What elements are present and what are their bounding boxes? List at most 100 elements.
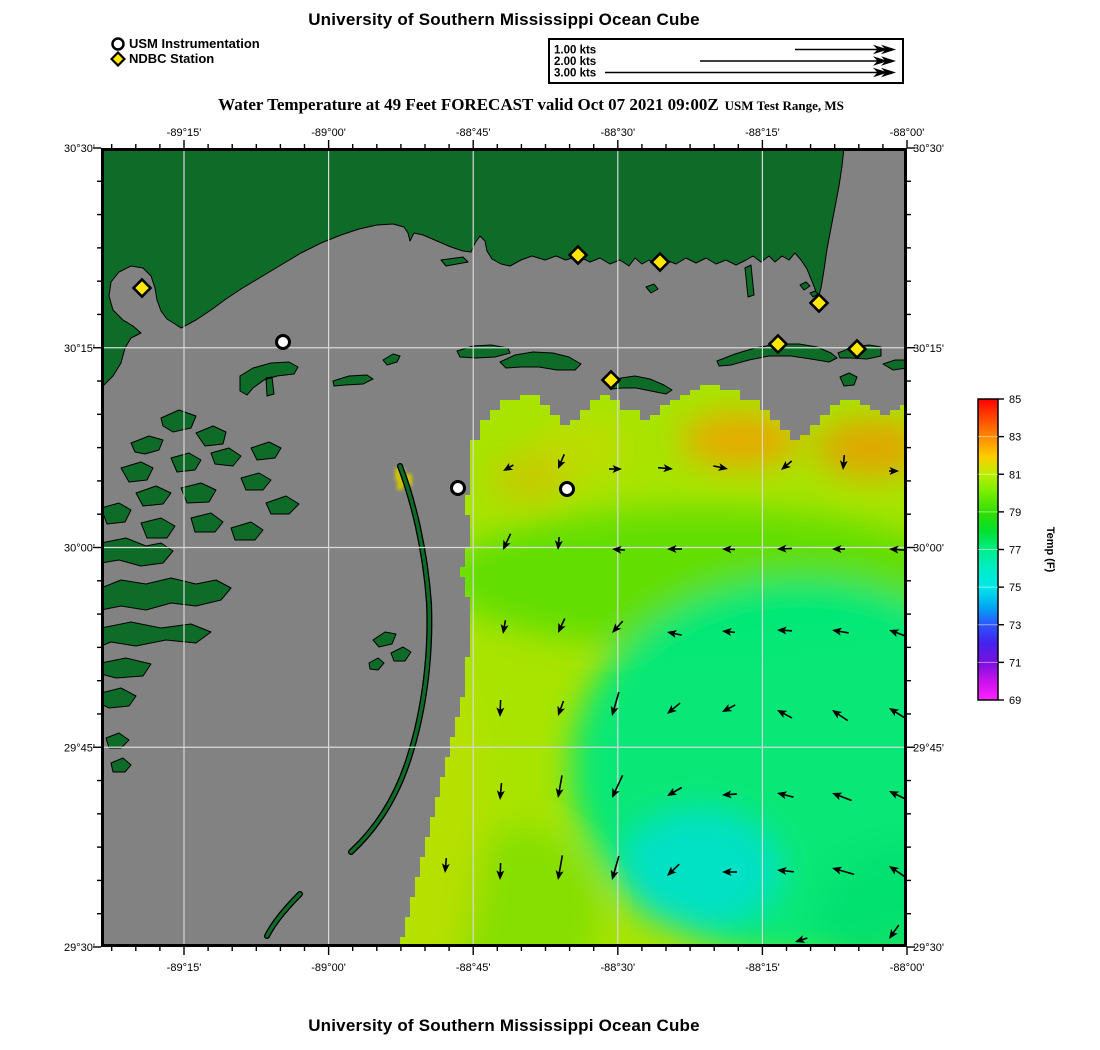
current-vector-arrow <box>713 463 728 471</box>
current-vector-arrow <box>503 462 514 471</box>
svg-text:-89°00': -89°00' <box>311 127 346 139</box>
current-vector-arrow <box>722 868 737 876</box>
current-vector-arrow <box>496 862 505 880</box>
footer-title: University of Southern Mississippi Ocean… <box>308 1016 700 1035</box>
current-vector-arrow <box>889 629 906 638</box>
legend-item-label: USM Instrumentation <box>129 36 260 51</box>
y-axis-labels-left: 30°30' 30°15' 30°00' 29°45' 29°30' <box>64 143 95 954</box>
current-vector-arrow <box>612 545 626 554</box>
current-vector-arrow <box>610 691 620 716</box>
svg-text:71: 71 <box>1009 657 1021 669</box>
svg-text:30°00': 30°00' <box>64 543 95 555</box>
current-vector-arrow <box>496 782 505 800</box>
ndbc-station-marker <box>808 292 830 314</box>
svg-text:-88°00': -88°00' <box>890 127 925 139</box>
temperature-field <box>400 385 907 947</box>
current-vector-arrow <box>795 935 808 943</box>
current-vector-arrow <box>832 545 845 553</box>
subtitle-region: USM Test Range, MS <box>724 98 844 113</box>
current-vector-arrow <box>503 533 512 550</box>
svg-text:-88°45': -88°45' <box>456 127 491 139</box>
current-vector-arrow <box>777 544 793 553</box>
current-vector-arrow <box>667 786 683 796</box>
current-vector-arrow <box>558 618 566 633</box>
subtitle-main: Water Temperature at 49 Feet FORECAST va… <box>218 95 719 114</box>
speed-legend-label: 3.00 kts <box>554 68 596 79</box>
svg-text:29°45': 29°45' <box>913 742 944 754</box>
current-vector-arrow <box>722 545 736 554</box>
svg-text:30°15': 30°15' <box>64 343 95 355</box>
speed-legend-label: 1.00 kts <box>554 45 596 57</box>
map-subtitle: Water Temperature at 49 Feet FORECAST va… <box>101 95 961 115</box>
usm-station-marker <box>559 481 575 497</box>
x-axis-labels-top: -89°15' -89°00' -88°45' -88°30' -88°15' -88°0… <box>167 127 925 139</box>
stations-layer <box>131 244 868 497</box>
current-vector-arrow <box>722 790 738 799</box>
legend-item-label: NDBC Station <box>129 51 215 66</box>
current-vector-arrow <box>441 857 450 873</box>
current-vector-arrow <box>555 775 564 798</box>
svg-text:-88°30': -88°30' <box>600 962 635 974</box>
ndbc-station-marker <box>846 338 868 360</box>
page-title: University of Southern Mississippi Ocean… <box>308 10 700 29</box>
ndbc-station-marker <box>600 369 622 391</box>
current-vector-arrow <box>667 702 681 714</box>
speed-scale-legend: 1.00 kts 2.00 kts 3.00 kts <box>548 38 904 84</box>
current-vector-arrow <box>832 710 849 722</box>
y-axis-labels-right: 30°30' 30°15' 30°00' 29°45' 29°30' <box>913 143 944 954</box>
svg-text:29°30': 29°30' <box>64 942 95 954</box>
usm-station-marker <box>450 480 466 496</box>
ndbc-station-marker <box>767 333 789 355</box>
current-vector-arrow <box>777 791 794 800</box>
usm-circle-icon <box>111 36 125 51</box>
map-canvas <box>100 147 911 947</box>
current-vector-arrow <box>667 545 682 553</box>
svg-text:75: 75 <box>1009 582 1021 594</box>
current-vector-arrow <box>777 626 793 635</box>
svg-text:73: 73 <box>1009 620 1021 632</box>
current-vector-arrow <box>832 866 855 876</box>
svg-text:-88°00': -88°00' <box>890 962 925 974</box>
current-vector-arrow <box>609 465 622 473</box>
svg-text:69: 69 <box>1009 695 1021 707</box>
current-vector-arrow <box>555 855 564 880</box>
current-vector-arrow <box>612 775 624 798</box>
colorbar-gradient <box>977 398 999 701</box>
current-vector-arrow <box>496 699 505 717</box>
map-area <box>100 147 911 947</box>
current-vector-arrow <box>557 700 566 716</box>
svg-text:30°00': 30°00' <box>913 543 944 555</box>
current-vector-arrow <box>839 454 848 470</box>
svg-text:-88°45': -88°45' <box>456 962 491 974</box>
svg-text:83: 83 <box>1009 432 1021 444</box>
colorbar-tick-labels: 85 83 81 79 77 75 73 71 69 <box>1009 394 1021 707</box>
svg-text:85: 85 <box>1009 394 1021 406</box>
mainland-coast <box>100 147 845 389</box>
colorbar: 85 83 81 79 77 75 73 71 69 Temp (F) <box>977 394 1056 707</box>
svg-text:30°30': 30°30' <box>913 143 944 155</box>
current-vector-arrow <box>667 630 682 638</box>
current-vector-arrow <box>667 863 680 876</box>
svg-text:77: 77 <box>1009 545 1021 557</box>
ndbc-diamond-icon <box>110 50 126 67</box>
current-vector-arrow <box>889 545 905 554</box>
svg-text:-89°00': -89°00' <box>311 962 346 974</box>
svg-text:30°30': 30°30' <box>64 143 95 155</box>
map-border <box>101 148 907 947</box>
land-layer <box>100 147 908 773</box>
svg-text:-89°15': -89°15' <box>167 127 202 139</box>
svg-text:81: 81 <box>1009 469 1021 481</box>
svg-text:30°15': 30°15' <box>913 343 944 355</box>
current-vector-arrow <box>554 536 563 550</box>
station-legend: USM Instrumentation NDBC Station <box>110 36 260 67</box>
current-vector-arrow <box>610 855 620 880</box>
current-vector-arrow <box>889 924 900 939</box>
svg-text:-88°15': -88°15' <box>745 127 780 139</box>
current-vector-arrow <box>832 627 849 636</box>
current-vector-arrow <box>777 710 793 719</box>
ndbc-station-marker <box>567 244 589 266</box>
ndbc-station-marker <box>131 277 153 299</box>
current-vector-arrow <box>500 620 509 634</box>
